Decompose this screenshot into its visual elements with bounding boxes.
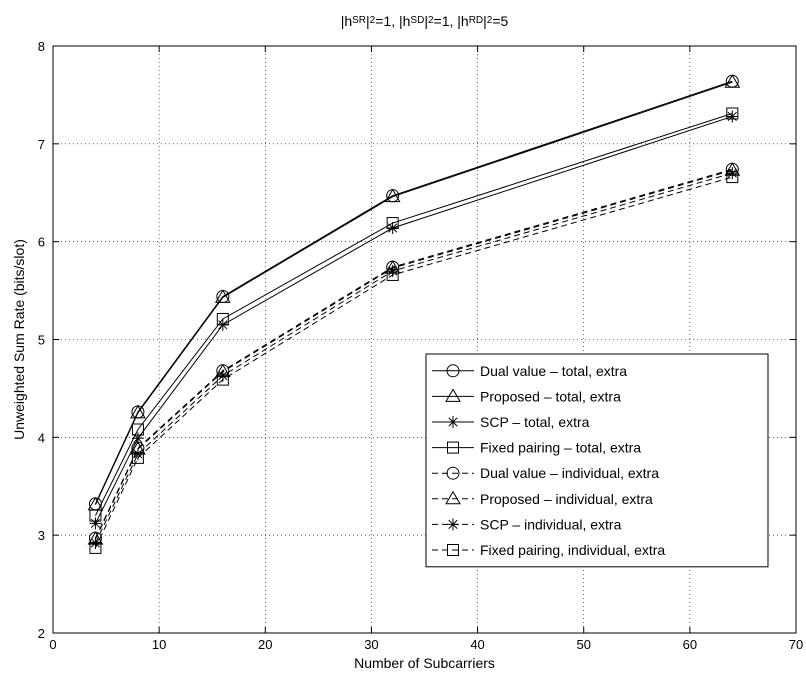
legend-marker [446,466,460,480]
data-point [386,265,399,278]
x-axis-label: Number of Subcarriers [354,655,495,671]
data-point [89,509,102,522]
legend-item: Dual value – individual, extra [432,465,659,481]
x-tick-label: 50 [576,637,590,652]
legend-label: Fixed pairing, individual, extra [480,542,665,558]
data-point [130,404,146,419]
x-tick-label: 10 [152,637,166,652]
x-tick-label: 60 [683,637,697,652]
data-point [89,517,102,530]
legend-label: Proposed – total, extra [480,388,621,404]
data-point [724,74,741,88]
data-point [726,110,739,123]
legend-item: Proposed – total, extra [432,388,621,404]
series-line [95,113,733,516]
data-point [216,373,229,386]
data-point [131,423,144,436]
y-tick-label: 3 [38,528,45,543]
legend-label: SCP – total, extra [480,414,590,430]
x-tick-label: 40 [470,637,484,652]
series-8 [89,171,739,554]
y-tick-label: 4 [38,430,45,445]
data-point [386,268,399,281]
legend-label: SCP – individual, extra [480,516,622,532]
series-4 [89,107,739,522]
y-tick-label: 6 [38,235,45,250]
data-point [216,312,229,325]
series-line [95,176,733,549]
legend-item: Fixed pairing – total, extra [432,440,641,456]
data-point [131,447,144,460]
data-point [726,167,739,180]
x-tick-label: 70 [789,637,803,652]
y-tick-label: 2 [38,626,45,641]
legend-marker [447,441,459,454]
legend-label: Dual value – total, extra [480,363,627,379]
legend-item: Dual value – total, extra [432,363,627,379]
series-7 [89,167,739,549]
legend-marker [445,388,461,402]
y-tick-label: 7 [38,137,45,152]
legend-label: Dual value – individual, extra [480,465,659,481]
x-tick-label: 30 [364,637,378,652]
legend-marker [447,544,459,556]
legend-label: Proposed – individual, extra [480,491,653,507]
legend-label: Fixed pairing – total, extra [480,440,641,456]
data-point [131,432,144,445]
data-point [726,107,739,120]
data-point [89,536,102,549]
chart-title: |hSR|2=1, |hSD|2=1, |hRD|2=5 [341,13,509,29]
data-point [131,451,144,464]
x-tick-label: 0 [49,637,56,652]
data-point [384,188,401,203]
legend-marker [447,416,459,428]
data-point [726,171,739,184]
series-layer [87,74,741,554]
data-point [89,541,102,554]
y-tick-label: 8 [38,39,45,54]
series-2 [87,74,741,511]
legend: Dual value – total, extra Proposed – tota… [425,353,769,568]
legend-item: Proposed – individual, extra [432,491,653,507]
legend-marker [447,518,459,531]
data-point [216,369,229,382]
data-point [386,217,399,230]
x-tick-label: 20 [258,637,272,652]
legend-box [425,353,769,568]
series-line [95,81,733,506]
data-point [386,221,399,234]
legend-item: Fixed pairing, individual, extra [432,542,665,558]
legend-item: SCP – individual, extra [432,516,622,532]
legend-item: SCP – total, extra [432,414,590,430]
ticks: 0 10 20 30 40 50 60 70 2 3 4 5 6 7 8 [38,39,803,652]
y-axis-label: Unweighted Sum Rate (bits/slot) [11,239,27,440]
y-tick-label: 5 [38,333,45,348]
legend-marker [445,490,461,505]
data-point [214,289,231,303]
legend-marker [446,364,460,378]
